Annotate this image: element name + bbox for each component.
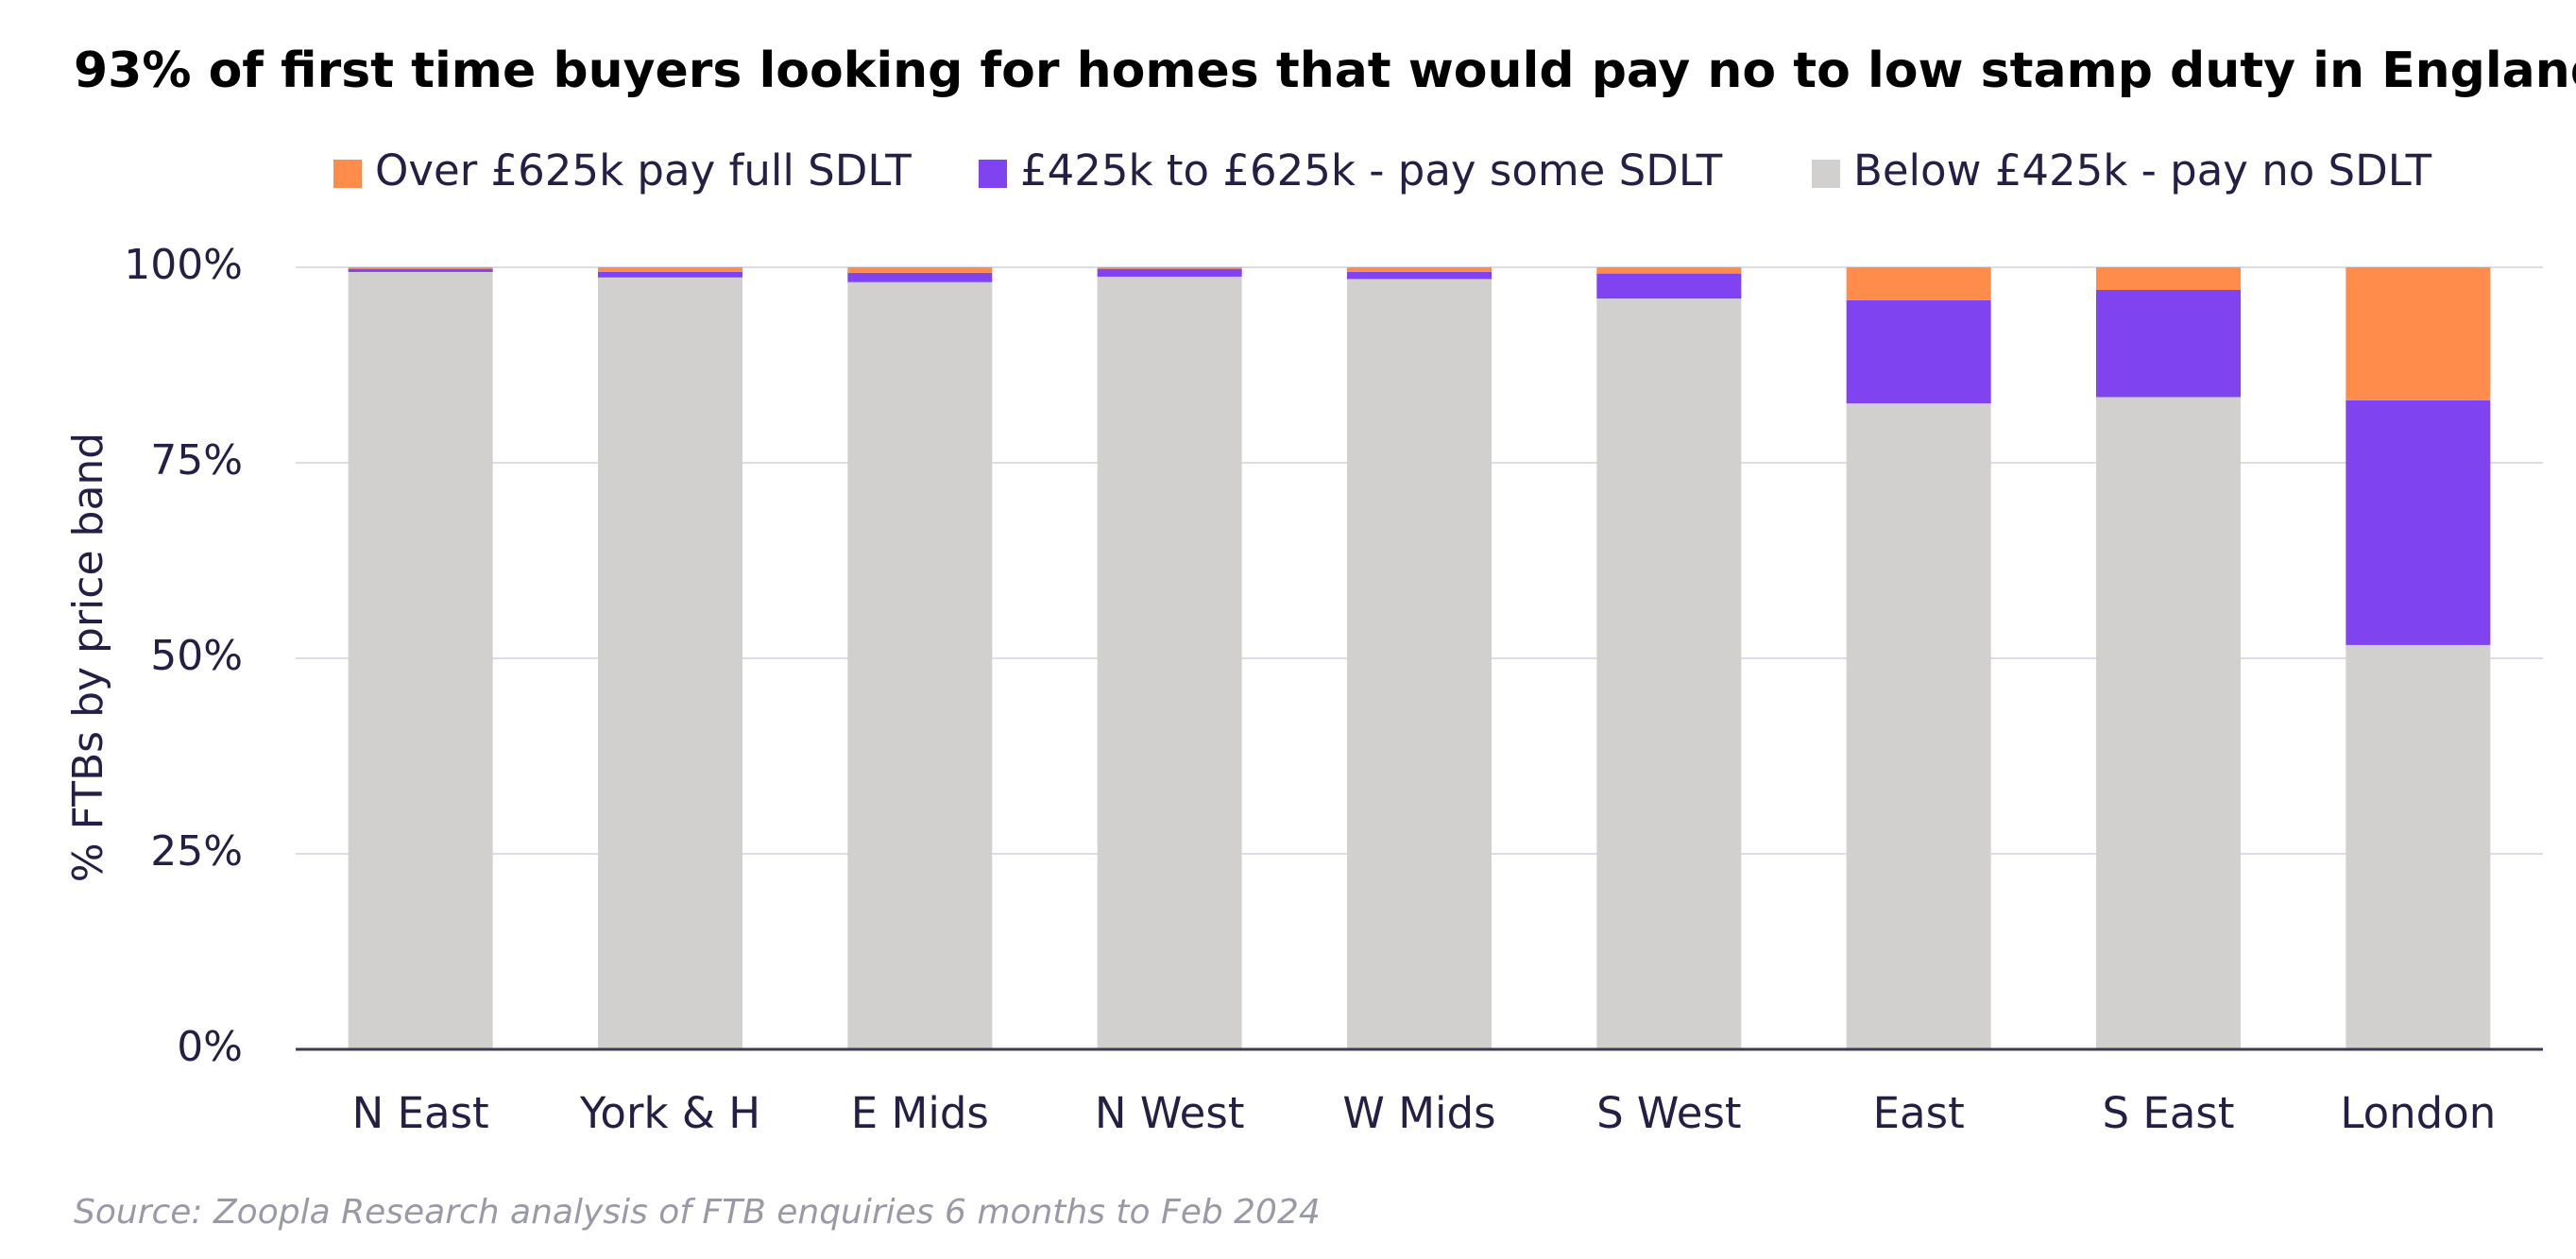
bar-segment [847, 272, 993, 282]
bar-segment [598, 267, 742, 272]
x-tick-label: N East [352, 1088, 489, 1138]
bar-segment [348, 267, 493, 269]
bar-segment [1347, 279, 1492, 1049]
y-tick-label: 75% [150, 436, 243, 485]
bar-segment [847, 267, 993, 273]
bar-segment [1097, 268, 1242, 277]
x-tick-label: York & H [579, 1088, 760, 1138]
bar-segment [2346, 267, 2491, 400]
bar-segment [1347, 267, 1492, 272]
bar-segment [1347, 271, 1492, 280]
bar-segment [2096, 290, 2241, 398]
bar-segment [1846, 299, 1991, 404]
legend-label: Over £625k pay full SDLT [375, 145, 912, 196]
bar-segment [1596, 267, 1742, 274]
y-tick-label: 0% [177, 1023, 243, 1071]
bar-segment [1097, 267, 1242, 269]
source-note: Source: Zoopla Research analysis of FTB … [74, 1193, 1321, 1232]
bar-segment [2346, 400, 2491, 645]
y-tick-label: 25% [150, 827, 243, 876]
bar-segment [598, 271, 742, 278]
x-tick-label: S East [2103, 1088, 2235, 1138]
bar-segment [1846, 267, 1991, 300]
bar-segment [1097, 276, 1242, 1049]
bar-segment [2346, 644, 2491, 1049]
legend-swatch [333, 160, 362, 188]
x-tick-label: N West [1095, 1088, 1245, 1138]
y-tick-label: 50% [150, 632, 243, 680]
bar-segment [1596, 298, 1742, 1049]
bar-segment [348, 268, 493, 272]
chart-title: 93% of first time buyers looking for hom… [74, 43, 2576, 99]
bar-segment [2096, 267, 2241, 291]
x-tick-label: S West [1596, 1088, 1742, 1138]
legend-label: Below £425k - pay no SDLT [1853, 145, 2432, 196]
bar-segment [1846, 403, 1991, 1049]
bar-segment [598, 277, 742, 1049]
bar-segment [2096, 397, 2241, 1049]
bar-segment [847, 281, 993, 1049]
x-tick-label: E Mids [851, 1088, 989, 1138]
x-tick-label: East [1873, 1088, 1965, 1138]
x-tick-label: W Mids [1342, 1088, 1495, 1138]
bar-segment [348, 271, 493, 1049]
x-tick-label: London [2340, 1088, 2496, 1138]
y-tick-label: 100% [124, 241, 243, 289]
y-axis-label: % FTBs by price band [64, 433, 112, 882]
legend-swatch [1812, 160, 1840, 188]
bar-segment [1596, 273, 1742, 299]
legend-swatch [979, 160, 1007, 188]
legend-label: £425k to £625k - pay some SDLT [1020, 145, 1723, 196]
